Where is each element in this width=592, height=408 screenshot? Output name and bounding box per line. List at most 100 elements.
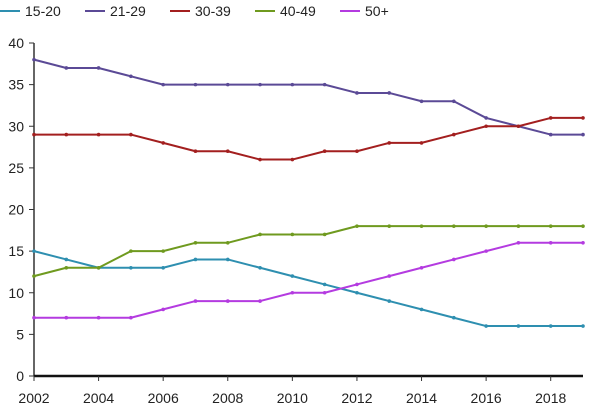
data-point — [32, 57, 36, 62]
data-point — [322, 149, 327, 154]
data-point — [258, 157, 262, 162]
data-point — [355, 149, 359, 154]
data-point — [32, 274, 36, 278]
x-tick-label: 2006 — [148, 390, 179, 406]
data-point — [129, 249, 133, 253]
data-point — [64, 257, 69, 262]
data-point — [290, 157, 295, 162]
data-point — [225, 241, 230, 245]
data-point — [581, 132, 585, 137]
data-point — [387, 274, 392, 278]
data-point — [516, 224, 521, 228]
data-point — [484, 224, 488, 228]
x-tick-label: 2016 — [471, 390, 502, 406]
data-point — [452, 224, 456, 228]
y-tick-label: 30 — [8, 118, 24, 134]
data-point — [225, 82, 230, 87]
data-point — [548, 116, 553, 120]
data-point — [64, 132, 69, 137]
data-point — [258, 299, 262, 303]
data-point — [452, 132, 456, 137]
data-point — [225, 299, 230, 303]
series-line-50+ — [34, 241, 583, 319]
series-line-40-49 — [33, 225, 583, 278]
x-tick-label: 2018 — [535, 390, 566, 406]
y-tick-label: 15 — [8, 243, 24, 259]
y-tick-label: 40 — [8, 35, 24, 51]
series-line-15-20 — [33, 250, 583, 328]
series-line-30-39 — [34, 116, 583, 161]
data-point — [96, 132, 101, 137]
data-point — [290, 290, 295, 295]
data-point — [484, 124, 488, 129]
data-point — [581, 241, 585, 245]
data-point — [484, 249, 488, 253]
data-point — [419, 141, 424, 145]
data-point — [516, 324, 521, 328]
data-point — [161, 141, 165, 145]
data-point — [355, 224, 359, 228]
data-point — [484, 324, 488, 328]
data-point — [258, 232, 262, 237]
data-point — [64, 265, 69, 270]
data-point — [129, 74, 133, 79]
data-point — [193, 257, 198, 262]
x-tick-label: 2012 — [341, 390, 372, 406]
data-point — [548, 132, 553, 137]
legend-item[interactable]: 15-20 — [0, 3, 61, 19]
legend-item[interactable]: 40-49 — [255, 3, 316, 19]
data-point — [225, 149, 230, 154]
data-point — [258, 265, 262, 270]
legend-item[interactable]: 50+ — [340, 3, 389, 19]
series-lines — [32, 57, 585, 328]
data-point — [548, 324, 553, 328]
data-point — [322, 290, 327, 295]
data-point — [387, 224, 392, 228]
data-point — [290, 274, 295, 278]
x-tick-label: 2008 — [212, 390, 243, 406]
axes: 0 5 10 15 20 25 30 35 40 2002 2004 2006 2008 2010 2012… — [8, 35, 583, 406]
data-point — [32, 315, 36, 320]
legend-item[interactable]: 21-29 — [85, 3, 146, 19]
y-tick-label: 25 — [8, 160, 24, 176]
data-point — [387, 141, 392, 145]
data-point — [64, 66, 69, 70]
data-point — [161, 82, 165, 87]
data-point — [96, 315, 101, 320]
y-tick-label: 20 — [8, 202, 24, 218]
x-tick-label: 2002 — [18, 390, 49, 406]
data-point — [32, 249, 36, 253]
data-point — [355, 290, 359, 295]
legend-label: 21-29 — [110, 3, 146, 19]
data-point — [484, 116, 488, 120]
data-point — [548, 224, 553, 228]
data-point — [581, 116, 585, 120]
data-point — [387, 91, 392, 95]
legend-label: 15-20 — [25, 3, 61, 19]
data-point — [290, 82, 295, 87]
data-point — [193, 82, 198, 87]
y-tick-label: 0 — [16, 368, 24, 384]
data-point — [96, 66, 101, 70]
legend: 15-20 21-29 30-39 40-49 50+ — [0, 3, 389, 19]
data-point — [452, 257, 456, 262]
data-point — [96, 265, 101, 270]
data-point — [32, 132, 36, 137]
data-point — [516, 241, 521, 245]
data-point — [419, 99, 424, 104]
data-point — [581, 224, 585, 228]
y-tick-label: 5 — [16, 326, 24, 342]
legend-label: 30-39 — [195, 3, 231, 19]
data-point — [322, 282, 327, 287]
data-point — [225, 257, 230, 262]
x-tick-label: 2004 — [83, 390, 114, 406]
legend-item[interactable]: 30-39 — [170, 3, 231, 19]
legend-label: 50+ — [365, 3, 389, 19]
data-point — [193, 299, 198, 303]
data-point — [452, 315, 456, 320]
data-point — [161, 249, 165, 253]
series-line-21-29 — [33, 58, 583, 136]
data-point — [419, 307, 424, 312]
